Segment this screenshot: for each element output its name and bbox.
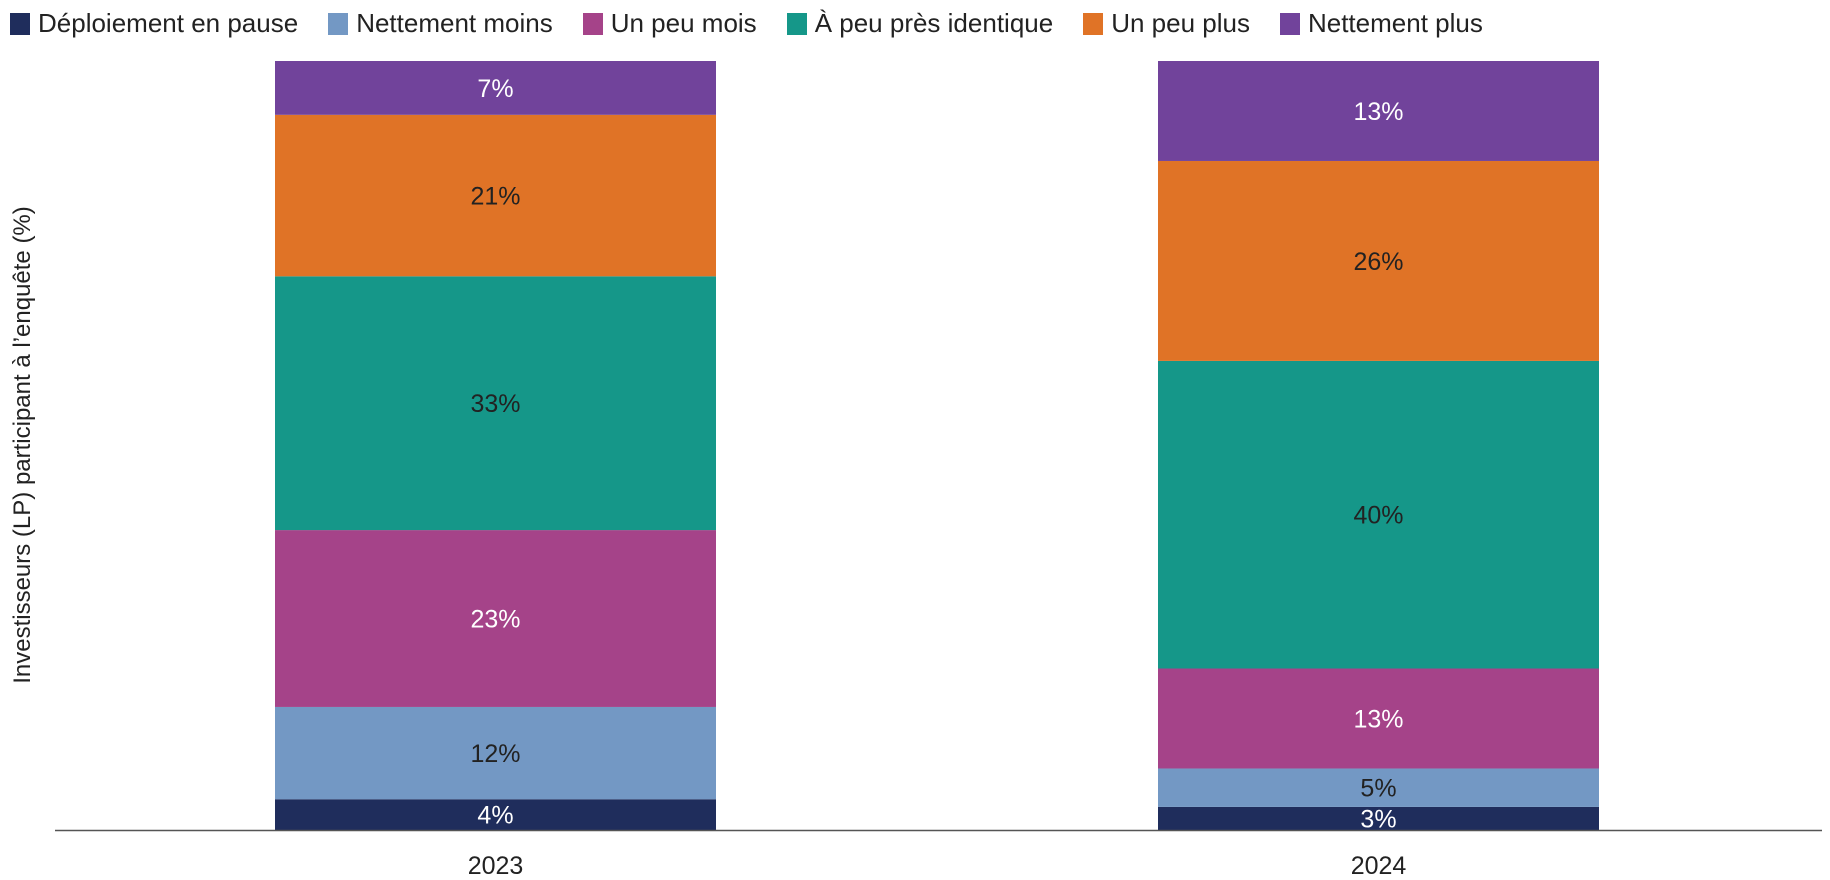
legend-swatch [10,12,30,35]
data-label: 4% [477,802,513,830]
legend-label: Un peu plus [1111,8,1250,38]
data-label: 33% [470,390,520,418]
bar-segment [1158,668,1599,769]
data-label: 13% [1353,705,1403,733]
data-label: 3% [1360,805,1396,833]
y-axis-label: Investisseurs (LP) participant à l’enquê… [9,206,36,684]
data-label: 21% [470,183,520,211]
bar-segment [1158,160,1599,361]
legend-swatch [582,12,603,35]
data-label: 23% [470,606,520,634]
legend-swatch [1083,12,1104,35]
bar-segment [275,276,716,531]
legend-swatch [786,12,807,35]
legend-label: Un peu mois [610,8,757,38]
legend-item: Nettement moins [328,8,553,39]
bar-segment [1158,61,1599,161]
bar-segment [275,799,716,830]
bar-segment [275,61,716,115]
data-label: 26% [1353,248,1403,276]
legend-swatch [1279,12,1300,35]
legend-item: Un peu plus [1083,8,1250,39]
bar-segment [1158,806,1599,830]
data-label: 40% [1353,502,1403,530]
data-label: 7% [477,75,513,103]
legend-item: À peu près identique [786,8,1054,39]
data-label: 5% [1360,775,1396,803]
legend-label: Nettement moins [356,8,553,38]
legend: Déploiement en pause Nettement moins Un pe… [10,8,1483,39]
legend-item: Déploiement en pause [10,8,298,39]
legend-item: Nettement plus [1279,8,1483,39]
x-tick-label: 2024 [1351,852,1407,880]
bar-segment [1158,768,1599,807]
bar-segment [275,114,716,277]
legend-label: À peu près identique [814,8,1054,38]
bar-segment [275,706,716,800]
bar-segment [275,530,716,707]
legend-item: Un peu mois [582,8,757,39]
data-label: 12% [470,740,520,768]
bar-segment [1158,360,1599,669]
data-label: 13% [1353,98,1403,126]
legend-label: Déploiement en pause [38,8,299,38]
legend-label: Nettement plus [1307,8,1483,38]
legend-swatch [328,12,349,35]
x-tick-label: 2023 [468,852,524,880]
